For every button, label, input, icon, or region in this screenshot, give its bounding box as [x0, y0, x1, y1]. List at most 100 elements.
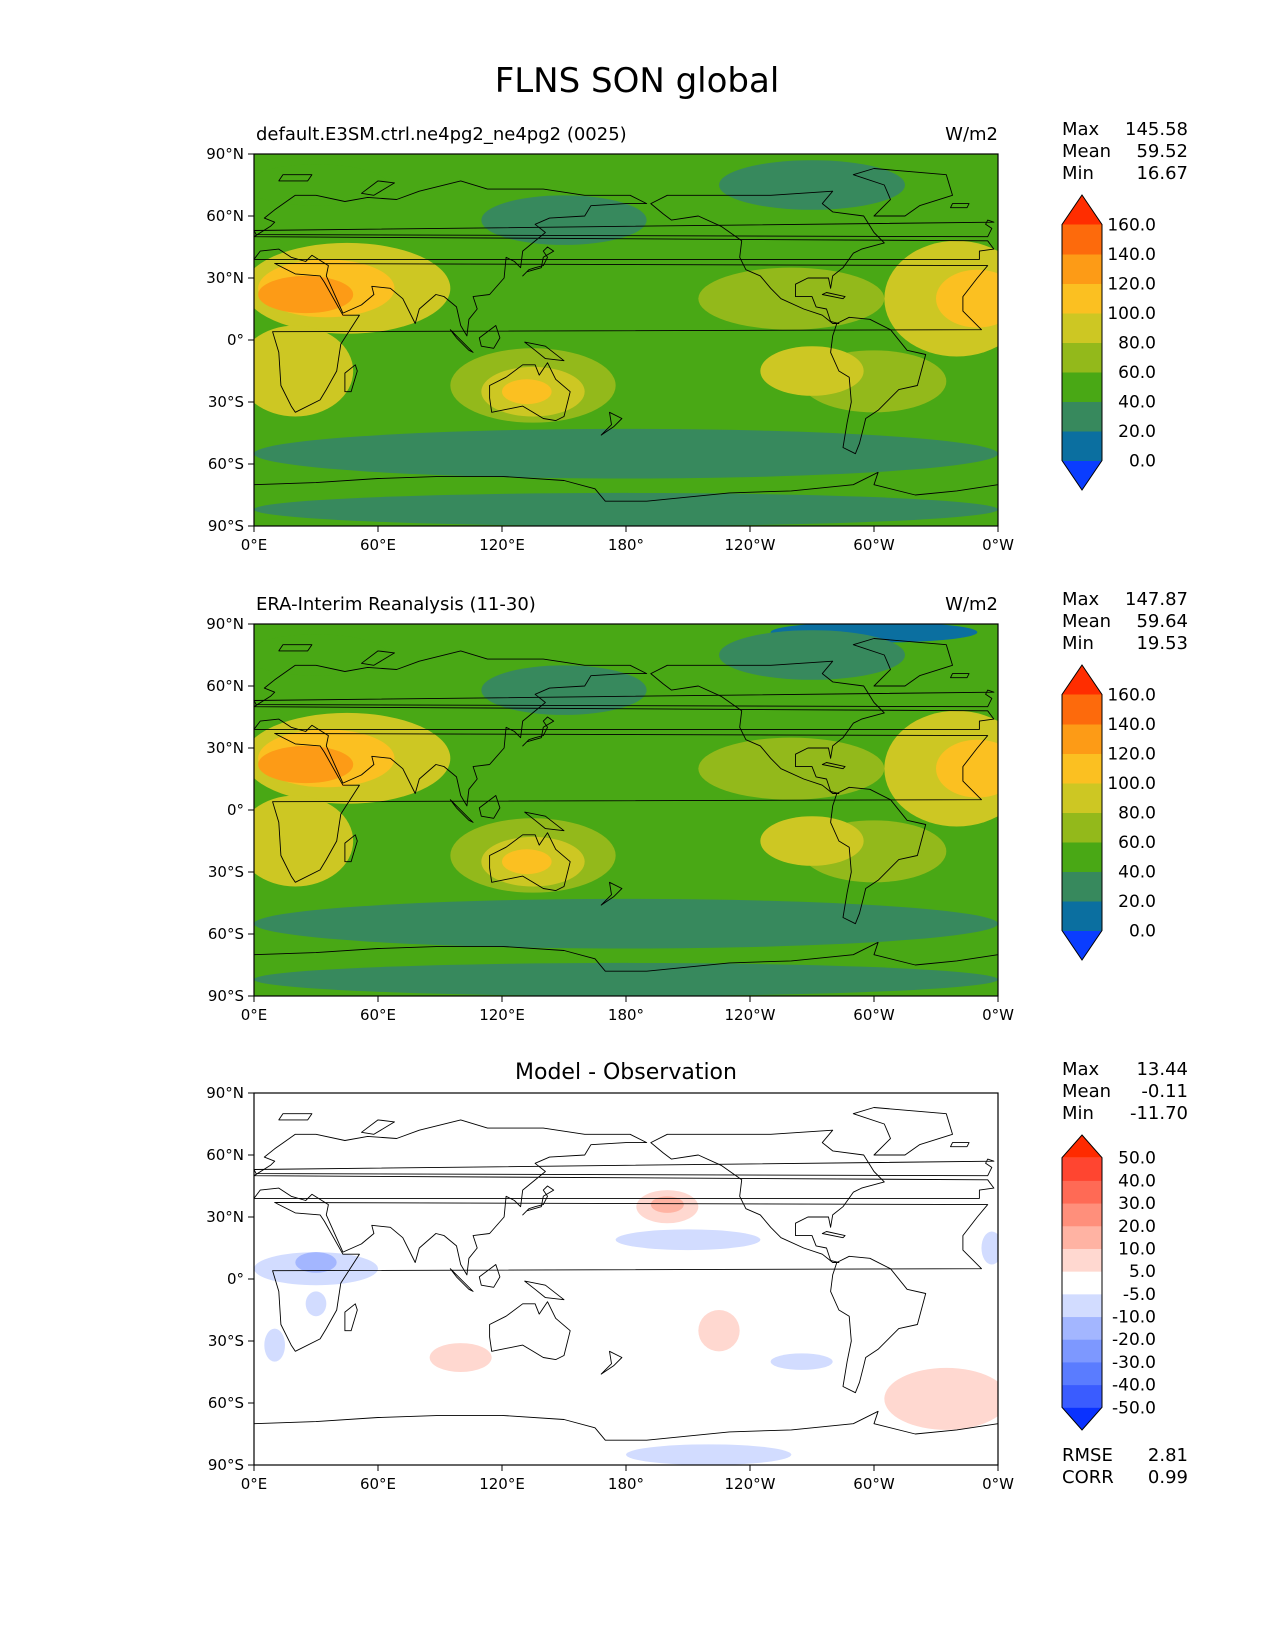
coastline-australia	[489, 832, 571, 892]
colorbar-label: 20.0	[1118, 892, 1156, 912]
coastline-australia	[489, 362, 571, 422]
colorbar-label: 100.0	[1107, 774, 1156, 794]
x-tick-label: 120°E	[479, 536, 525, 554]
field-region	[981, 1231, 998, 1265]
coastline-australia	[489, 1301, 571, 1361]
coastline-svalbard	[278, 644, 313, 652]
colorbar-swatch	[1062, 694, 1102, 725]
figure-title: FLNS SON global	[495, 61, 780, 101]
field-region	[884, 1367, 998, 1430]
panel-left-title: default.E3SM.ctrl.ne4pg2_ne4pg2 (0025)	[256, 124, 627, 145]
colorbar-swatch	[1062, 871, 1102, 902]
stat-value-mean: -0.11	[1141, 1081, 1188, 1102]
y-tick-label: 0°	[227, 1270, 244, 1288]
coastline-eurasia	[254, 650, 995, 807]
colorbar-label: 80.0	[1118, 334, 1156, 354]
colorbar-swatch	[1062, 1339, 1102, 1363]
y-tick-label: 0°	[227, 801, 244, 819]
field-region	[254, 164, 389, 206]
coastline-madagascar	[344, 1303, 358, 1332]
x-tick-label: 120°W	[725, 1475, 776, 1493]
colorbar-extend-min	[1062, 1407, 1102, 1430]
stat-value-max: 145.58	[1125, 119, 1188, 140]
coastline-sumatra	[449, 799, 474, 823]
field-background	[254, 1093, 998, 1465]
stat-value-min: -11.70	[1130, 1103, 1188, 1124]
field-region	[698, 737, 885, 800]
rmse-value: 2.81	[1148, 1445, 1188, 1466]
colorbar-swatch	[1062, 1293, 1102, 1318]
stat-label-mean: Mean	[1062, 611, 1111, 632]
stat-value-min: 19.53	[1136, 633, 1188, 654]
colorbar-label: -30.0	[1112, 1353, 1156, 1373]
field-region	[295, 1252, 337, 1273]
colorbar-swatch	[1062, 224, 1102, 255]
colorbar-label: 80.0	[1118, 804, 1156, 824]
coastline-samerica	[830, 316, 927, 455]
x-tick-label: 60°W	[853, 536, 895, 554]
stats-box: Max 145.58 Mean 59.52 Min 16.67	[1062, 119, 1188, 184]
x-tick-label: 0°W	[982, 1475, 1014, 1493]
x-tick-label: 180°	[608, 1006, 644, 1024]
coastline-cuba	[821, 762, 846, 770]
colorbar-outline	[1061, 1134, 1103, 1431]
y-tick-label: 0°	[227, 331, 244, 349]
coastline-iceland	[950, 673, 970, 679]
colorbar-swatch	[1062, 901, 1102, 931]
stat-label-min: Min	[1062, 1103, 1094, 1124]
colorbar: -50.0-40.0 -30.0 -20.0-10.0 -5.0 5.0 10.020.0…	[1061, 1134, 1156, 1431]
map-area	[254, 154, 998, 526]
stat-label-mean: Mean	[1062, 1081, 1111, 1102]
coastline-greenland	[852, 168, 953, 217]
colorbar-label: 140.0	[1107, 715, 1156, 735]
field-region	[258, 745, 354, 784]
colorbar-swatch	[1062, 1361, 1102, 1386]
colorbar-label: 120.0	[1107, 275, 1156, 295]
colorbar-label: 20.0	[1118, 1217, 1156, 1237]
colorbar-label: 60.0	[1118, 363, 1156, 383]
map-area	[254, 624, 998, 996]
y-tick-label: 30°S	[208, 863, 244, 881]
colorbar: 0.0 20.0 40.0 60.0 80.0 100.0 120.0 140.0 160.0	[1061, 664, 1156, 961]
y-tick-label: 30°N	[206, 1208, 244, 1226]
coastline-greenland	[852, 638, 953, 687]
colorbar-outline	[1061, 194, 1103, 491]
rmse-corr-box: RMSE 2.81 CORR 0.99	[1062, 1445, 1188, 1488]
colorbar-label: 160.0	[1107, 216, 1156, 236]
stat-value-mean: 59.64	[1136, 611, 1188, 632]
coastline-ng	[524, 341, 565, 362]
coastline-cuba	[821, 292, 846, 300]
y-tick-label: 90°S	[208, 517, 244, 535]
field-region	[760, 346, 864, 396]
y-tick-label: 60°S	[208, 1394, 244, 1412]
colorbar-swatch	[1062, 1384, 1102, 1408]
coastline-namerica	[650, 190, 885, 324]
coastline-japan	[522, 246, 555, 277]
coastline-iceland	[950, 1142, 970, 1148]
colorbar-swatch	[1062, 401, 1102, 432]
colorbar-label: -20.0	[1112, 1330, 1156, 1350]
coastline-uk	[254, 219, 995, 238]
stats-box: Max 13.44 Mean -0.11 Min -11.70	[1062, 1059, 1188, 1124]
y-tick-label: 30°N	[206, 739, 244, 757]
x-tick-label: 120°E	[479, 1006, 525, 1024]
field-region	[305, 1291, 327, 1317]
colorbar-swatch	[1062, 283, 1102, 314]
field-region	[264, 1328, 285, 1362]
coastline-madagascar	[344, 364, 358, 393]
panel-units: W/m2	[945, 594, 998, 615]
coastline-cuba	[821, 1231, 846, 1239]
field-region	[254, 962, 998, 996]
field-region	[698, 1310, 740, 1352]
coastline-svalbard	[278, 174, 313, 182]
coastline-sumatra	[449, 1268, 474, 1292]
stat-label-min: Min	[1062, 163, 1094, 184]
y-tick-label: 60°S	[208, 925, 244, 943]
colorbar-extend-min	[1062, 460, 1102, 490]
coastline-eurasia	[254, 1119, 995, 1276]
coastline-nz	[600, 881, 623, 906]
field-region	[481, 195, 647, 245]
coastline-greenland	[852, 1107, 953, 1156]
panel-model: default.E3SM.ctrl.ne4pg2_ne4pg2 (0025) W…	[206, 119, 1188, 554]
